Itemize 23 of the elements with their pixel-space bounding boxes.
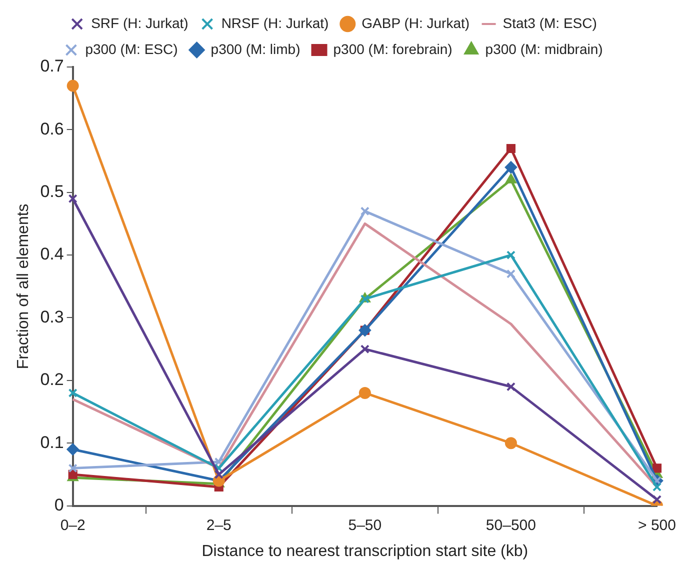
x-tick-label: 50–500: [486, 516, 536, 534]
legend-label: Stat3 (M: ESC): [502, 14, 597, 31]
y-tick-label: 0.6: [40, 119, 64, 138]
legend-label: p300 (M: forebrain): [333, 40, 452, 57]
y-tick-label: 0.1: [40, 432, 64, 452]
legend-label: p300 (M: ESC): [85, 40, 178, 57]
legend-label: NRSF (H: Jurkat): [221, 14, 329, 31]
y-tick-label: 0.2: [40, 370, 64, 390]
x-tick-label: 0–2: [60, 516, 86, 534]
legend-label: GABP (H: Jurkat): [362, 14, 470, 31]
x-tick-label: 5–50: [348, 516, 382, 534]
y-tick-label: 0.4: [40, 244, 64, 264]
legend-label: SRF (H: Jurkat): [91, 14, 188, 31]
x-axis-title: Distance to nearest transcription start site (kb): [202, 542, 528, 560]
y-tick-label: 0: [54, 495, 64, 514]
y-axis-title: Fraction of all elements: [15, 204, 32, 370]
legend-label: p300 (M: limb): [210, 40, 300, 57]
x-tick-label: > 500: [638, 516, 676, 534]
x-tick-label: 2–5: [206, 516, 232, 534]
y-tick-label: 0.7: [40, 56, 64, 76]
y-tick-label: 0.5: [40, 182, 64, 202]
y-tick-label: 0.3: [40, 307, 64, 326]
legend-label: p300 (M: midbrain): [485, 40, 603, 57]
